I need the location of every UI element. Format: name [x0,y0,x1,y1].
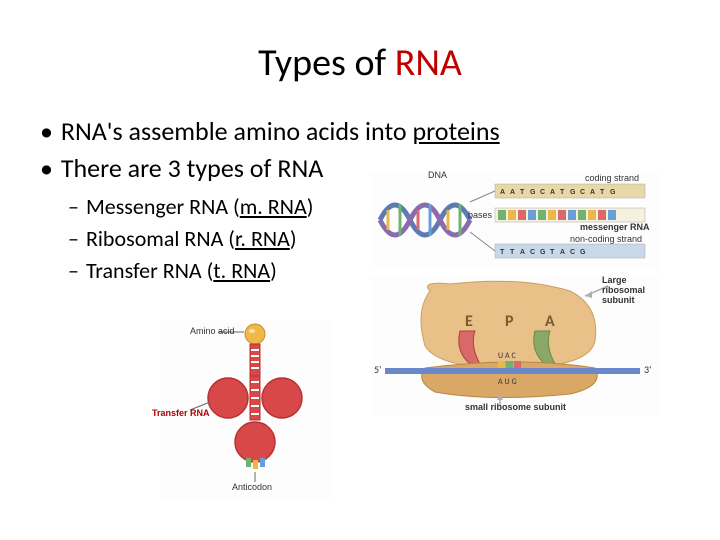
svg-text:E: E [465,312,473,331]
svg-text:A: A [545,312,555,331]
sub-2-suf: ) [290,225,297,252]
svg-text:T: T [520,189,525,196]
svg-text:A: A [560,249,565,256]
svg-text:A: A [510,189,515,196]
mrna-label-messenger: messenger RNA [580,222,650,232]
slide: Types of RNA RNA's assemble amino acids … [0,0,720,540]
ribosome-diagram: E P A UAC AUG 5' 3' Large ribosoma [370,276,660,416]
svg-text:T: T [510,249,515,256]
slide-title: Types of RNA [40,40,680,86]
svg-text:AUG: AUG [498,377,519,387]
svg-text:G: G [530,189,536,196]
sub-2-under: r. RNA [235,225,290,252]
svg-text:5': 5' [374,363,381,376]
sub-3-suf: ) [270,257,277,284]
ribo-label-small: small ribosome subunit [465,402,566,412]
title-part1: Types of [258,40,395,86]
svg-text:T: T [600,189,605,196]
svg-text:C: C [580,189,585,196]
mrna-svg: AAT GCA TGC ATG TTA CGT ACG [370,172,660,270]
svg-text:3': 3' [644,363,651,376]
svg-text:C: C [570,249,575,256]
svg-text:T: T [560,189,565,196]
svg-text:G: G [610,189,616,196]
ribo-label-large: Large ribosomal subunit [602,276,657,306]
mrna-label-noncoding: non-coding strand [570,234,642,244]
bullet-1-under: proteins [413,115,500,147]
svg-text:T: T [500,249,505,256]
bullet-2-text: There are 3 types of RNA [61,152,323,184]
sub-3-under: t. RNA [213,257,270,284]
mrna-diagram: AAT GCA TGC ATG TTA CGT ACG [370,172,660,270]
mrna-label-dna: DNA [428,170,447,180]
sub-1-under: m. RNA [240,193,307,220]
svg-text:A: A [500,189,505,196]
svg-text:T: T [550,249,555,256]
sub-2-pre: Ribosomal RNA ( [86,225,235,252]
bullet-1-text: RNA's assemble amino acids into [61,115,413,147]
mrna-label-coding: coding strand [585,173,639,183]
sub-1-pre: Messenger RNA ( [86,193,240,220]
svg-text:G: G [580,249,586,256]
svg-text:A: A [520,249,525,256]
svg-text:A: A [590,189,595,196]
svg-text:UAC: UAC [498,351,518,361]
bullet-1: RNA's assemble amino acids into proteins [40,114,680,149]
title-part2: RNA [395,40,462,86]
mrna-label-bases: bases [468,210,492,220]
svg-text:G: G [570,189,576,196]
svg-text:G: G [540,249,546,256]
trna-label-transfer: Transfer RNA [152,408,210,418]
svg-text:A: A [550,189,555,196]
sub-3-pre: Transfer RNA ( [86,257,213,284]
svg-text:C: C [540,189,545,196]
sub-1-suf: ) [307,193,314,220]
trna-diagram: Amino acid Transfer RNA Anticodon [160,320,330,500]
svg-text:C: C [530,249,535,256]
trna-label-amino: Amino acid [190,326,235,336]
svg-text:P: P [505,312,514,331]
trna-label-anticodon: Anticodon [232,482,272,492]
